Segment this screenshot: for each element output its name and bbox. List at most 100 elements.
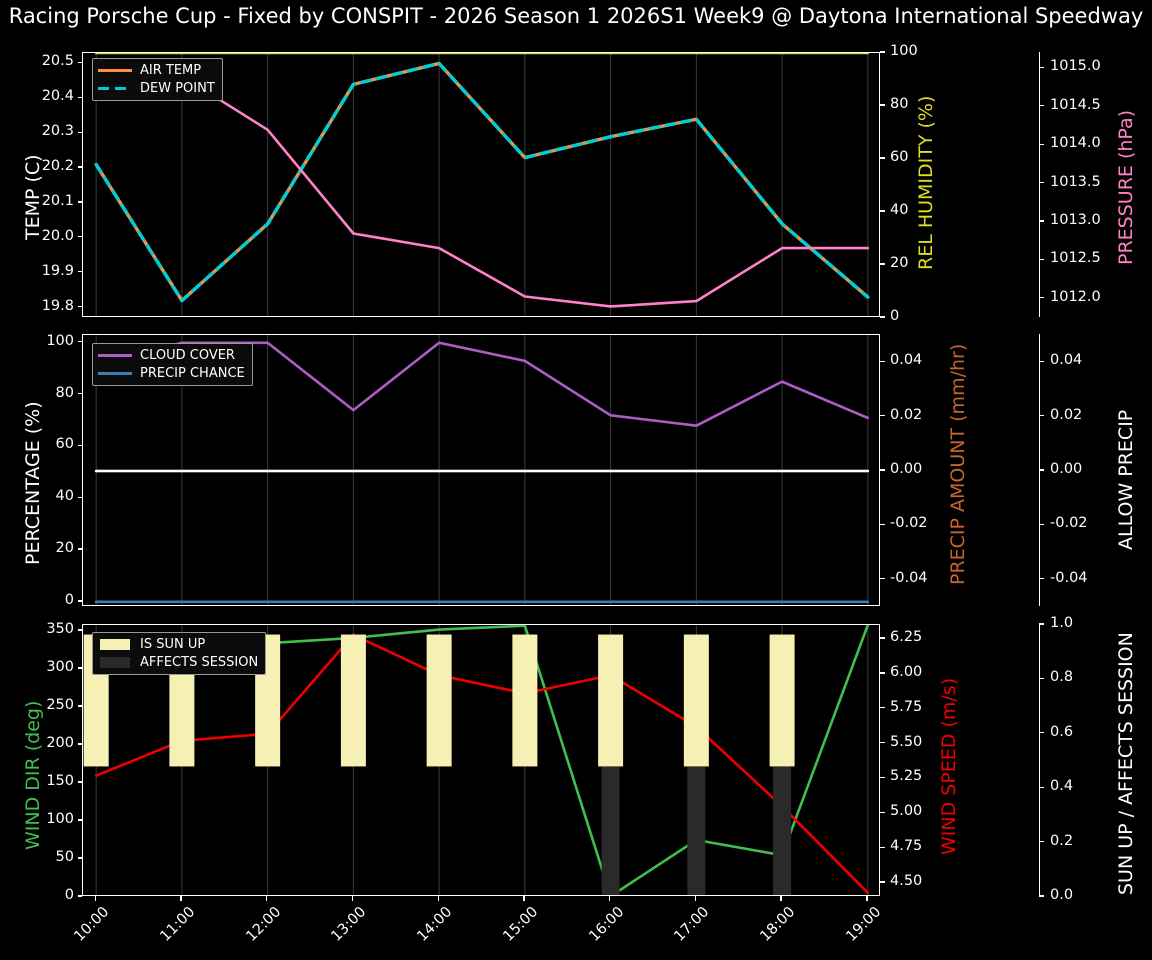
axis-tick-label: 5.25 [890,768,923,785]
axis-tick-label: 60 [55,436,74,453]
axis-tick-mark [880,469,885,471]
axis-tick-mark [880,578,885,580]
axis-tick-label: 0.04 [890,352,923,369]
axis-tick-label: 350 [46,621,74,638]
axis-tick-label: 300 [46,659,74,676]
axis-tick-mark [880,263,885,265]
axis-tick-label: -0.04 [890,569,928,586]
axis-tick-mark [78,201,82,203]
precip-chance-line-swatch [98,367,132,380]
axis-tick-label: 1014.0 [1050,135,1101,152]
axis-tick-label: 20.2 [41,158,74,175]
axis-tick-label: 1013.0 [1050,211,1101,228]
axis-tick-mark [1039,258,1044,261]
axis-tick-mark [1039,220,1044,222]
x-axis-tick-label: 12:00 [243,904,284,945]
axis-tick-label: 50 [55,849,74,865]
axis-tick-mark [880,360,885,362]
panel-temp-ylabel-right-humidity: REL HUMIDITY (%) [915,95,937,270]
axis-tick-mark [1039,895,1044,897]
legend-item-air-temp: AIR TEMP [98,63,215,78]
axis-tick-mark [78,236,82,238]
axis-tick-label: 5.75 [890,698,923,715]
axis-tick-mark [1039,360,1044,362]
axis-tick-label: 1015.0 [1050,58,1101,75]
axis-tick-label: 4.50 [890,873,923,890]
axis-tick-label: 80 [890,96,909,112]
x-axis-tick-label: 11:00 [157,904,199,945]
axis-tick-mark [880,672,885,674]
axis-tick-label: -0.02 [890,515,928,532]
axis-tick-mark [1039,297,1044,299]
axis-tick-label: 100 [46,332,74,349]
axis-tick-mark [609,896,611,901]
axis-tick-mark [94,896,96,901]
axis-tick-mark [880,51,885,53]
axis-tick-mark [1039,578,1044,580]
axis-tick-mark [78,667,82,669]
axis-tick-label: 0.04 [1050,352,1083,369]
axis-tick-label: 0.8 [1050,669,1074,686]
axis-tick-mark [78,600,82,602]
axis-tick-label: 200 [46,735,74,752]
axis-tick-label: 6.25 [890,628,923,645]
axis-tick-label: 20.3 [41,123,74,140]
legend-panel-wind: IS SUN UP AFFECTS SESSION [92,632,267,675]
legend-label-affects-session: AFFECTS SESSION [140,655,259,670]
axis-tick-mark [78,857,82,859]
x-axis-tick-label: 19:00 [843,904,885,945]
axis-tick-mark [1039,143,1044,145]
axis-tick-label: -0.02 [1050,515,1088,532]
legend-panel-temp: AIR TEMP DEW POINT [92,58,223,101]
axis-tick-label: 0.6 [1050,723,1074,740]
axis-tick-mark [78,548,82,550]
dew-point-dashed-line-swatch [98,82,132,95]
axis-tick-label: 40 [890,202,909,218]
axis-tick-mark [880,210,885,212]
legend-label-precip-chance: PRECIP CHANCE [140,366,245,381]
axis-tick-mark [78,341,82,343]
axis-tick-label: 1012.5 [1050,250,1101,267]
axis-tick-mark [880,157,885,159]
axis-tick-label: 100 [46,811,74,828]
x-axis-tick-label: 14:00 [414,904,456,945]
axis-tick-mark [78,895,82,897]
axis-tick-mark [266,896,268,901]
axis-tick-mark [78,271,82,273]
axis-tick-label: 1.0 [1050,615,1074,631]
figure-title: Racing Porsche Cup - Fixed by CONSPIT - … [8,4,1144,28]
axis-tick-label: 40 [55,488,74,505]
axis-tick-mark [78,629,82,631]
axis-tick-label: 0 [890,308,900,324]
axis-tick-mark [78,131,82,133]
is-sun-up-patch-swatch [98,638,132,651]
axis-tick-label: 0.0 [1050,887,1074,903]
axis-tick-mark [1039,677,1044,680]
axis-tick-label: 20.1 [41,192,74,209]
x-axis-tick-label: 18:00 [757,904,799,945]
axis-tick-mark [437,896,439,901]
axis-tick-mark [880,637,885,639]
axis-tick-label: 0 [64,887,74,903]
axis-tick-label: 1013.5 [1050,173,1101,190]
axis-tick-mark [78,166,82,168]
axis-tick-label: 0.02 [1050,406,1083,423]
legend-item-affects-session: AFFECTS SESSION [98,655,258,670]
axis-tick-mark [1039,523,1044,526]
panel-wind-spine-sun-up [1039,624,1041,896]
axis-tick-label: 60 [890,149,909,165]
axis-tick-mark [351,896,354,901]
axis-tick-label: 1012.0 [1050,288,1101,305]
axis-tick-mark [1039,732,1044,734]
axis-tick-mark [78,705,82,707]
legend-label-dew-point: DEW POINT [140,81,215,96]
axis-tick-mark [1039,841,1044,843]
axis-tick-label: 20 [55,540,74,556]
axis-tick-mark [1039,415,1044,417]
axis-tick-mark [880,776,885,779]
axis-tick-mark [78,819,82,821]
axis-tick-mark [880,523,885,526]
axis-tick-mark [880,881,885,883]
axis-tick-mark [78,781,82,783]
axis-tick-mark [1039,786,1044,788]
